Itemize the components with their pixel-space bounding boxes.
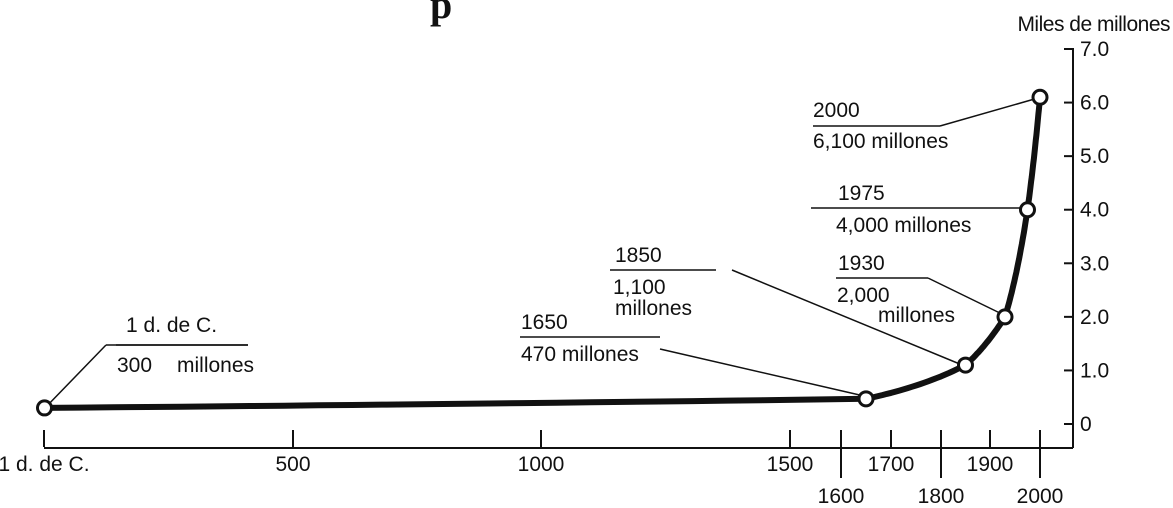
annotation-unit: millones	[878, 304, 955, 327]
data-point-marker	[996, 308, 1014, 326]
leader-line	[659, 348, 865, 397]
y-axis-unit: Miles de millones	[1017, 13, 1170, 36]
leader-line	[43, 344, 107, 410]
annotation-year: 1930	[838, 252, 885, 275]
title-fragment: p	[430, 0, 452, 27]
annotation-value: 2,000	[837, 284, 890, 307]
y-tick-label: 3.0	[1080, 252, 1109, 275]
x-tick-label: 1700	[868, 453, 915, 476]
y-tick-label: 2.0	[1080, 306, 1109, 329]
annotation-value: 470 millones	[521, 343, 639, 366]
data-point-marker	[857, 390, 875, 408]
y-axis: Miles de millones 0 1.0 2.0 3.0 4.0 5.0 6.0 7.0	[1017, 13, 1171, 449]
annotation-value: 6,100 millones	[813, 130, 948, 153]
y-tick-label: 0	[1080, 413, 1092, 436]
annotation-year: 1850	[615, 244, 662, 267]
leader-line	[927, 277, 1007, 317]
annotation-leaders	[43, 97, 1039, 410]
data-point-marker	[35, 399, 53, 417]
annotation-year: 1 d. de C.	[126, 314, 217, 337]
annotation-value: 1,100	[613, 276, 666, 299]
leader-line	[731, 269, 968, 368]
annotation-unit: millones	[177, 354, 254, 377]
annotation-value: 4,000 millones	[836, 214, 971, 237]
x-tick-label: 1500	[767, 453, 814, 476]
annotation-labels: 1 d. de C. 300 millones 1650 470 millone…	[117, 99, 971, 377]
annotation-year: 2000	[813, 99, 860, 122]
leader-line	[939, 97, 1039, 127]
x-axis: 1 d. de C. 500 1000 1500 1700 1900 1600 1800 200…	[0, 430, 1063, 508]
population-series-line	[41, 94, 1043, 411]
x-tick-label: 2000	[1017, 485, 1064, 508]
x-tick-label: 1000	[518, 453, 565, 476]
data-point-marker	[957, 356, 974, 374]
x-tick-label: 1600	[818, 485, 865, 508]
y-tick-label: 5.0	[1080, 145, 1109, 168]
data-point-marker	[1031, 88, 1049, 106]
annotation-year: 1650	[521, 311, 568, 334]
x-tick-label: 500	[275, 453, 310, 476]
annotation-unit: millones	[615, 297, 692, 320]
annotation-year: 1975	[838, 182, 885, 205]
y-tick-label: 1.0	[1080, 359, 1109, 382]
y-tick-label: 4.0	[1080, 199, 1109, 222]
y-tick-label: 6.0	[1080, 92, 1109, 115]
data-point-marker	[1019, 201, 1036, 219]
y-tick-label: 7.0	[1080, 38, 1109, 61]
annotation-value: 300	[117, 354, 152, 377]
x-tick-label: 1 d. de C.	[0, 453, 90, 476]
x-tick-label: 1800	[918, 485, 965, 508]
x-tick-label: 1900	[967, 453, 1014, 476]
